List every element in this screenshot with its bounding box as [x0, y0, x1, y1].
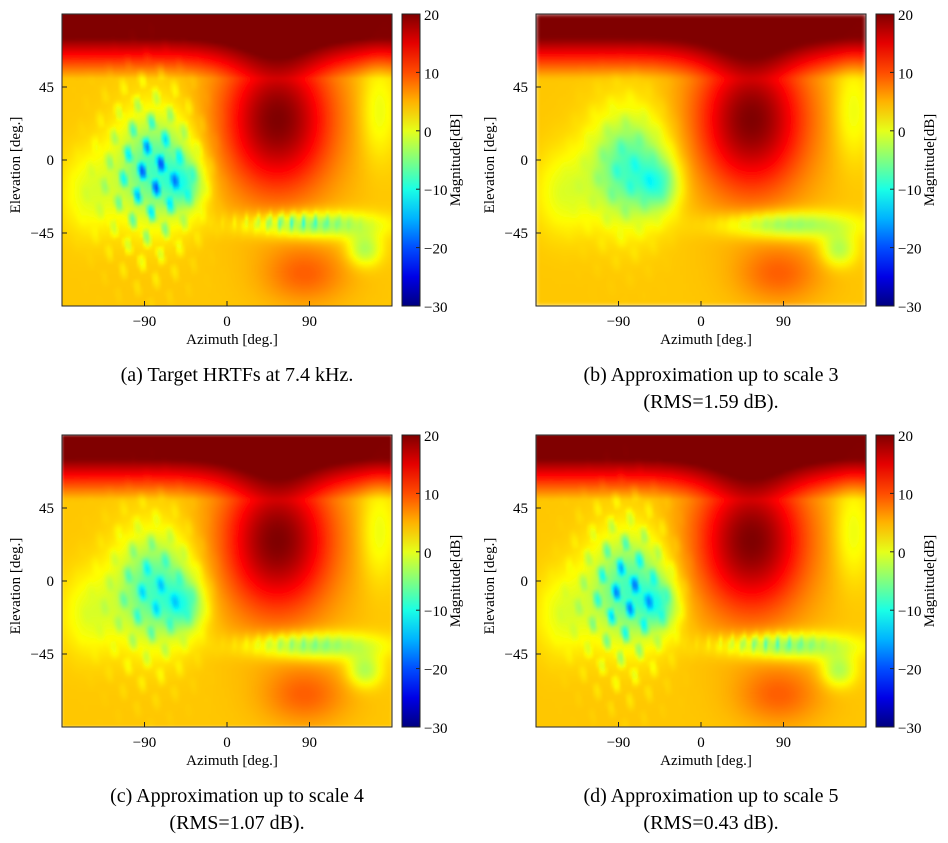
chart-panel-3: −90 0 90 45 0 −45 Azimuth [deg.] Elevation [deg…	[474, 421, 948, 842]
colorbar-tick-label: 20	[424, 429, 439, 445]
x-axis-label: Azimuth [deg.]	[660, 332, 752, 348]
caption-line: (RMS=1.07 dB).	[169, 812, 305, 834]
y-tick-label: 45	[513, 80, 528, 96]
colorbar-tick-label: −10	[898, 183, 921, 199]
caption-line: (b) Approximation up to scale 3	[583, 364, 839, 386]
colorbar-tick-label: −30	[898, 300, 921, 316]
chart-svg-1: −90 0 90 45 0 −45 Azimuth [deg.] Elevation [deg…	[482, 8, 938, 348]
subfigure-caption: (a) Target HRTFs at 7.4 kHz.	[0, 362, 474, 389]
caption-line: (a) Target HRTFs at 7.4 kHz.	[120, 364, 354, 386]
colorbar	[401, 434, 421, 728]
y-tick-label: 45	[39, 501, 54, 517]
colorbar-tick-label: −20	[424, 663, 447, 679]
colorbar-label: Magnitude[dB]	[448, 535, 464, 627]
colorbar-tick-label: −20	[898, 242, 921, 258]
x-tick-label: −90	[607, 314, 630, 330]
y-tick-label: −45	[31, 226, 54, 242]
colorbar	[401, 13, 421, 307]
colorbar-tick-label: −10	[424, 604, 447, 620]
x-axis-label: Azimuth [deg.]	[186, 753, 278, 769]
y-tick-label: −45	[505, 226, 528, 242]
colorbar-tick-label: 10	[424, 66, 439, 82]
x-tick-label: 90	[776, 735, 791, 751]
colorbar-tick-label: 0	[424, 546, 432, 562]
colorbar-tick-label: 20	[898, 429, 913, 445]
x-tick-label: −90	[133, 314, 156, 330]
y-tick-label: 0	[47, 574, 55, 590]
chart-svg-0: −90 0 90 45 0 −45 Azimuth [deg.] Elevation [deg…	[8, 8, 464, 348]
colorbar-tick-label: 0	[424, 125, 432, 141]
colorbar	[875, 13, 895, 307]
heatmap-image	[62, 435, 392, 727]
colorbar-label: Magnitude[dB]	[922, 535, 938, 627]
heatmap-image	[536, 14, 866, 306]
subfigure-caption: (b) Approximation up to scale 3 (RMS=1.59…	[474, 362, 948, 416]
y-axis-label: Elevation [deg.]	[482, 117, 498, 214]
colorbar-tick-label: 0	[898, 125, 906, 141]
y-tick-label: 0	[47, 153, 55, 169]
caption-line: (d) Approximation up to scale 5	[583, 785, 839, 807]
y-axis-label: Elevation [deg.]	[482, 538, 498, 635]
y-tick-label: 45	[39, 80, 54, 96]
x-tick-label: −90	[607, 735, 630, 751]
x-tick-label: 90	[302, 314, 317, 330]
x-tick-label: 90	[302, 735, 317, 751]
colorbar-tick-label: 10	[898, 66, 913, 82]
x-tick-label: 0	[223, 735, 231, 751]
colorbar-tick-label: −20	[424, 242, 447, 258]
colorbar-tick-label: −20	[898, 663, 921, 679]
y-axis-label: Elevation [deg.]	[8, 538, 24, 635]
colorbar	[875, 434, 895, 728]
colorbar-tick-label: 10	[424, 487, 439, 503]
colorbar-tick-label: 20	[898, 8, 913, 24]
colorbar-tick-label: −30	[898, 721, 921, 737]
colorbar-tick-label: −10	[424, 183, 447, 199]
x-tick-label: 0	[697, 314, 705, 330]
y-tick-label: 0	[521, 574, 529, 590]
x-tick-label: 0	[697, 735, 705, 751]
y-tick-label: −45	[505, 647, 528, 663]
colorbar-tick-label: −30	[424, 300, 447, 316]
colorbar-tick-label: 0	[898, 546, 906, 562]
y-tick-label: 45	[513, 501, 528, 517]
x-tick-label: 0	[223, 314, 231, 330]
chart-panel-2: −90 0 90 45 0 −45 Azimuth [deg.] Elevation [deg…	[0, 421, 474, 842]
heatmap-image	[536, 435, 866, 727]
colorbar-label: Magnitude[dB]	[448, 114, 464, 206]
chart-svg-3: −90 0 90 45 0 −45 Azimuth [deg.] Elevation [deg…	[482, 429, 938, 769]
subfigure-caption: (c) Approximation up to scale 4 (RMS=1.07…	[0, 783, 474, 837]
caption-line: (c) Approximation up to scale 4	[110, 785, 364, 807]
chart-panel-0: −90 0 90 45 0 −45 Azimuth [deg.] Elevation [deg…	[0, 0, 474, 421]
y-tick-label: −45	[31, 647, 54, 663]
colorbar-tick-label: 10	[898, 487, 913, 503]
chart-panel-1: −90 0 90 45 0 −45 Azimuth [deg.] Elevation [deg…	[474, 0, 948, 421]
subfigure-caption: (d) Approximation up to scale 5 (RMS=0.43…	[474, 783, 948, 837]
x-axis-label: Azimuth [deg.]	[186, 332, 278, 348]
caption-line: (RMS=0.43 dB).	[643, 812, 779, 834]
y-axis-label: Elevation [deg.]	[8, 117, 24, 214]
colorbar-tick-label: −30	[424, 721, 447, 737]
colorbar-tick-label: −10	[898, 604, 921, 620]
x-axis-label: Azimuth [deg.]	[660, 753, 752, 769]
x-tick-label: 90	[776, 314, 791, 330]
colorbar-label: Magnitude[dB]	[922, 114, 938, 206]
x-tick-label: −90	[133, 735, 156, 751]
colorbar-tick-label: 20	[424, 8, 439, 24]
heatmap-image	[62, 14, 392, 306]
y-tick-label: 0	[521, 153, 529, 169]
caption-line: (RMS=1.59 dB).	[643, 391, 779, 413]
chart-svg-2: −90 0 90 45 0 −45 Azimuth [deg.] Elevation [deg…	[8, 429, 464, 769]
